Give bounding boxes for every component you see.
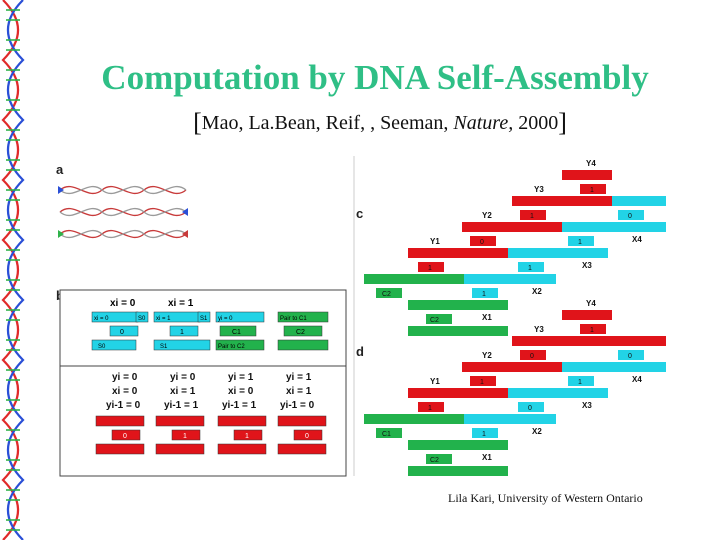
b-truth-table: yi = 0 yi = 0 yi = 1 yi = 1 xi = 0 xi = … [106, 372, 315, 411]
c-x3: X3 [582, 261, 592, 270]
tt-r0-c3: yi = 1 [286, 372, 312, 383]
d-cyan-bit-0: 0 [628, 353, 632, 360]
tt-r1-c2: xi = 0 [228, 386, 254, 397]
d-y2: Y2 [482, 351, 492, 360]
c-red-bit-3: 1 [428, 265, 432, 272]
citation-year: 2000 [513, 112, 559, 134]
d-red-bit-1: 0 [530, 353, 534, 360]
citation-open-bracket: [ [193, 108, 202, 137]
citation-journal: Nature, [453, 112, 514, 134]
b-red-bit-0: 0 [123, 433, 127, 440]
b-tag-s0-low: S0 [98, 344, 106, 350]
d-red-bit-2: 1 [480, 379, 484, 386]
b-red-bit-2: 1 [245, 433, 249, 440]
b-bit-0: 0 [120, 329, 124, 336]
d-y4: Y4 [586, 299, 596, 308]
c-cyan-bit-0: 0 [628, 213, 632, 220]
b-tile-xi1: xi = 1 [156, 316, 171, 322]
d-cyan-bit-3: 1 [482, 431, 486, 438]
b-tile-yi0: yi = 0 [218, 316, 233, 322]
slide-title: Computation by DNA Self-Assembly [101, 58, 649, 97]
d-x1: X1 [482, 453, 492, 462]
c-red-bit-2: 0 [480, 239, 484, 246]
tt-r1-c3: xi = 1 [286, 386, 312, 397]
tt-r2-c3: yi-1 = 0 [280, 400, 315, 411]
c-y1: Y1 [430, 237, 440, 246]
tt-r2-c0: yi-1 = 0 [106, 400, 141, 411]
dna-helix-border [1, 0, 25, 540]
c-cyan-bit-3: 1 [482, 291, 486, 298]
d-x2: X2 [532, 427, 542, 436]
b-tag-s1: S1 [200, 316, 208, 322]
panel-a-helices [58, 185, 188, 239]
d-x4: X4 [632, 375, 642, 384]
tt-r0-c0: yi = 0 [112, 372, 138, 383]
c-y2: Y2 [482, 211, 492, 220]
tt-r0-c2: yi = 1 [228, 372, 254, 383]
d-c-tile-0: C1 [382, 431, 391, 438]
tt-r1-c0: xi = 0 [112, 386, 138, 397]
b-tile-pair-c1: Pair to C1 [280, 316, 307, 322]
b-input-x0: xi = 0 [110, 298, 136, 309]
tt-r2-c1: yi-1 = 1 [164, 400, 199, 411]
c-red-bit-1: 1 [530, 213, 534, 220]
tt-r2-c2: yi-1 = 1 [222, 400, 257, 411]
c-x4: X4 [632, 235, 642, 244]
b-tile-xi0: xi = 0 [94, 316, 109, 322]
tt-r0-c1: yi = 0 [170, 372, 196, 383]
b-tag-s0: S0 [138, 316, 146, 322]
panel-c-staircase [364, 170, 666, 336]
tt-r1-c1: xi = 1 [170, 386, 196, 397]
d-cyan-bit-1: 1 [578, 379, 582, 386]
c-c-tile-1: C2 [430, 317, 439, 324]
citation: [Mao, La.Bean, Reif, , Seeman, Nature, 2… [100, 108, 660, 138]
panel-label-a: a [56, 162, 64, 177]
d-c-tile-1: C2 [430, 457, 439, 464]
b-red-bit-1: 1 [183, 433, 187, 440]
d-y3: Y3 [534, 325, 544, 334]
b-bit-1: 1 [180, 329, 184, 336]
d-red-bit-3: 1 [428, 405, 432, 412]
c-y4: Y4 [586, 159, 596, 168]
c-x1: X1 [482, 313, 492, 322]
b-tile-pair-c2: Pair to C2 [218, 344, 245, 350]
d-red-bit-0: 1 [590, 327, 594, 334]
panel-label-c: c [356, 206, 363, 221]
b-tile-c1: C1 [232, 329, 241, 336]
b-red-tiles [95, 415, 327, 455]
d-x3: X3 [582, 401, 592, 410]
footer-credit: Lila Kari, University of Western Ontario [448, 491, 643, 505]
d-cyan-bit-2: 0 [528, 405, 532, 412]
b-tile-c2: C2 [296, 329, 305, 336]
citation-authors: Mao, La.Bean, Reif, , Seeman, [201, 112, 454, 134]
c-red-bit-0: 1 [590, 187, 594, 194]
c-y3: Y3 [534, 185, 544, 194]
b-tag-s1-low: S1 [160, 344, 168, 350]
b-red-bit-3: 0 [305, 433, 309, 440]
c-cyan-bit-2: 1 [528, 265, 532, 272]
panel-d-staircase [364, 310, 666, 476]
citation-close-bracket: ] [558, 108, 567, 137]
c-cyan-bit-1: 1 [578, 239, 582, 246]
b-input-x1: xi = 1 [168, 298, 194, 309]
c-c-tile-0: C2 [382, 291, 391, 298]
panel-label-d: d [356, 344, 364, 359]
d-y1: Y1 [430, 377, 440, 386]
c-x2: X2 [532, 287, 542, 296]
dna-assembly-figure: a b c d xi = 0 xi = 1 xi = 0 0 S0 S0 xi … [56, 156, 666, 477]
